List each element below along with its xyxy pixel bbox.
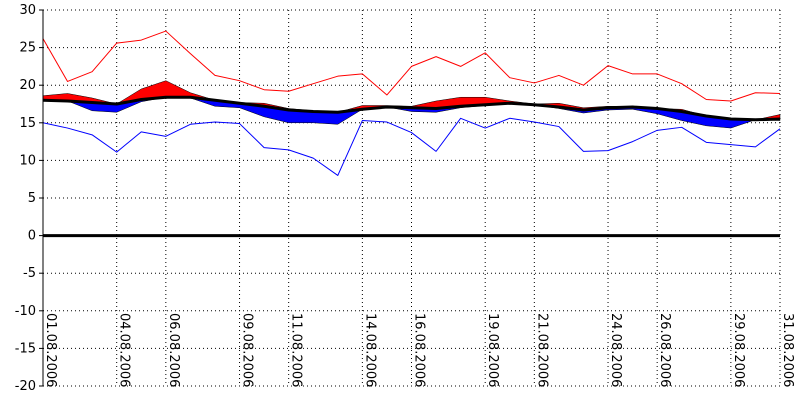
anomaly-fills <box>42 80 781 129</box>
cold-anomaly-area <box>42 96 781 129</box>
x-tick-label: 11.08.2006 <box>289 313 304 387</box>
series-line-2 <box>42 117 781 176</box>
x-tick-label: 04.08.2006 <box>117 313 132 387</box>
y-tick-label: -10 <box>15 304 36 319</box>
series-line-5 <box>42 95 781 122</box>
x-tick-label: 06.08.2006 <box>166 313 181 387</box>
y-tick-label: 20 <box>19 78 36 93</box>
x-tick-label: 21.08.2006 <box>534 313 549 387</box>
y-tick-label: -5 <box>23 266 36 281</box>
x-tick-labels: 01.08.2006 04.08.2006 06.08.2006 09.08.2006… <box>43 313 795 387</box>
y-tick-label: 15 <box>19 116 36 131</box>
x-tick-label: 09.08.2006 <box>240 313 255 387</box>
x-tick-label: 01.08.2006 <box>43 313 58 387</box>
y-tick-label: 30 <box>19 3 36 18</box>
y-tick-label: 10 <box>19 153 36 168</box>
y-tick-label: -15 <box>15 341 36 356</box>
x-tick-label: 26.08.2006 <box>657 313 672 387</box>
x-tick-label: 24.08.2006 <box>608 313 623 387</box>
y-tick-label: 5 <box>28 191 36 206</box>
y-tick-label: 0 <box>28 229 36 244</box>
x-tick-label: 29.08.2006 <box>731 313 746 387</box>
x-tick-label: 16.08.2006 <box>412 313 427 387</box>
y-tick-label: -20 <box>15 379 36 394</box>
y-tick-label: 25 <box>19 41 36 56</box>
y-tick-labels: 30 25 20 15 10 5 0 -5 -10 -15 -20 <box>15 3 43 394</box>
x-tick-label: 14.08.2006 <box>362 313 377 387</box>
series-lines <box>42 30 781 176</box>
x-tick-label: 31.08.2006 <box>780 313 795 387</box>
x-tick-label: 19.08.2006 <box>485 313 500 387</box>
series-line-1 <box>42 30 781 102</box>
